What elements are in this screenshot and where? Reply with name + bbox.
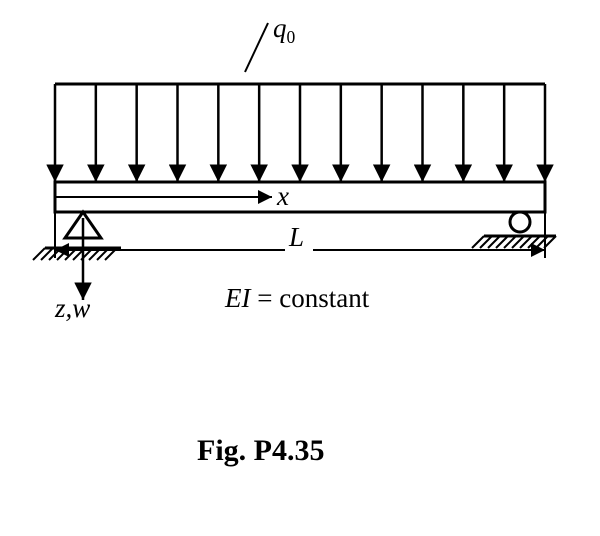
beam-diagram: q0 xL EI = constant z,w Fig. P4.35 bbox=[0, 0, 600, 536]
load-subscript: 0 bbox=[287, 27, 296, 47]
figure-caption: Fig. P4.35 bbox=[197, 434, 325, 467]
x-axis-label: x bbox=[276, 181, 289, 211]
svg-text:q0: q0 bbox=[273, 13, 296, 47]
z-w-label: z,w bbox=[54, 293, 90, 323]
load-symbol: q bbox=[273, 13, 287, 43]
ei-label: EI = constant bbox=[224, 283, 370, 313]
span-label: L bbox=[288, 222, 304, 252]
